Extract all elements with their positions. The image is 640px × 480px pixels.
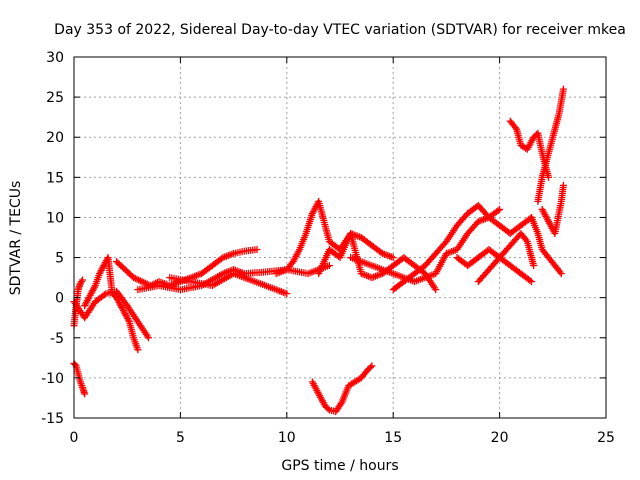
- series-arc16: [534, 85, 567, 205]
- x-tick-label: 15: [384, 430, 402, 446]
- y-axis-label: SDTVAR / TECUs: [8, 181, 24, 296]
- x-tick-label: 0: [70, 430, 79, 446]
- data-point: [253, 246, 261, 254]
- data-point: [545, 173, 553, 181]
- data-point: [77, 278, 85, 286]
- data-point: [522, 236, 530, 244]
- data-point: [124, 316, 132, 324]
- series-arc10: [315, 229, 440, 294]
- y-tick-label: 30: [46, 50, 64, 66]
- series-arc17: [528, 213, 565, 278]
- data-point: [432, 286, 440, 294]
- y-tick-label: 15: [46, 170, 64, 186]
- data-point: [325, 262, 333, 270]
- y-tick-label: 0: [55, 291, 64, 307]
- data-point: [496, 205, 504, 213]
- data-point: [71, 361, 79, 369]
- x-tick-label: 25: [597, 430, 615, 446]
- data-point: [100, 291, 108, 299]
- y-tick-label: -5: [50, 331, 64, 347]
- series-arc4: [70, 287, 152, 342]
- data-point: [556, 268, 564, 276]
- y-tick-label: 20: [46, 130, 64, 146]
- plot-frame: [73, 56, 607, 419]
- series-arc18: [538, 181, 567, 237]
- series-arc2: [70, 359, 89, 398]
- axis-ticks: 0 5 10 15 20 25 -15 -10 -5 0 5 10 15 20 25 30: [41, 50, 615, 446]
- series-arc12: [389, 201, 536, 294]
- chart-title: Day 353 of 2022, Sidereal Day-to-day VTE…: [54, 22, 626, 38]
- data-point: [134, 346, 142, 354]
- data-point: [368, 362, 376, 370]
- series-arc6: [134, 262, 333, 294]
- x-tick-label: 20: [491, 430, 509, 446]
- data-point: [79, 276, 87, 284]
- data-point: [559, 181, 567, 189]
- data-point: [324, 405, 332, 413]
- y-tick-label: -15: [41, 411, 64, 427]
- series-arc13: [453, 246, 536, 286]
- data-point: [526, 276, 534, 284]
- series-arc3: [81, 254, 142, 354]
- data-point: [283, 290, 291, 298]
- x-tick-label: 5: [176, 430, 185, 446]
- y-tick-label: 5: [55, 251, 64, 267]
- data-point: [559, 85, 567, 93]
- data-point: [367, 363, 375, 371]
- data-point: [494, 207, 502, 215]
- data-point: [557, 270, 565, 278]
- x-axis-label: GPS time / hours: [281, 458, 398, 474]
- x-tick-label: 10: [278, 430, 296, 446]
- data-point: [144, 334, 152, 342]
- data-point: [530, 262, 538, 270]
- y-tick-label: -10: [41, 371, 64, 387]
- series-arc9: [308, 362, 376, 416]
- data-point: [528, 278, 536, 286]
- data-point: [511, 124, 519, 132]
- data-point: [90, 283, 98, 291]
- data-point: [389, 254, 397, 262]
- series-arc14: [474, 229, 538, 286]
- data-points: [70, 85, 567, 416]
- series-arc7: [166, 270, 291, 298]
- data-point: [337, 400, 345, 408]
- data-point: [81, 390, 89, 398]
- y-tick-label: 25: [46, 90, 64, 106]
- y-tick-label: 10: [46, 210, 64, 226]
